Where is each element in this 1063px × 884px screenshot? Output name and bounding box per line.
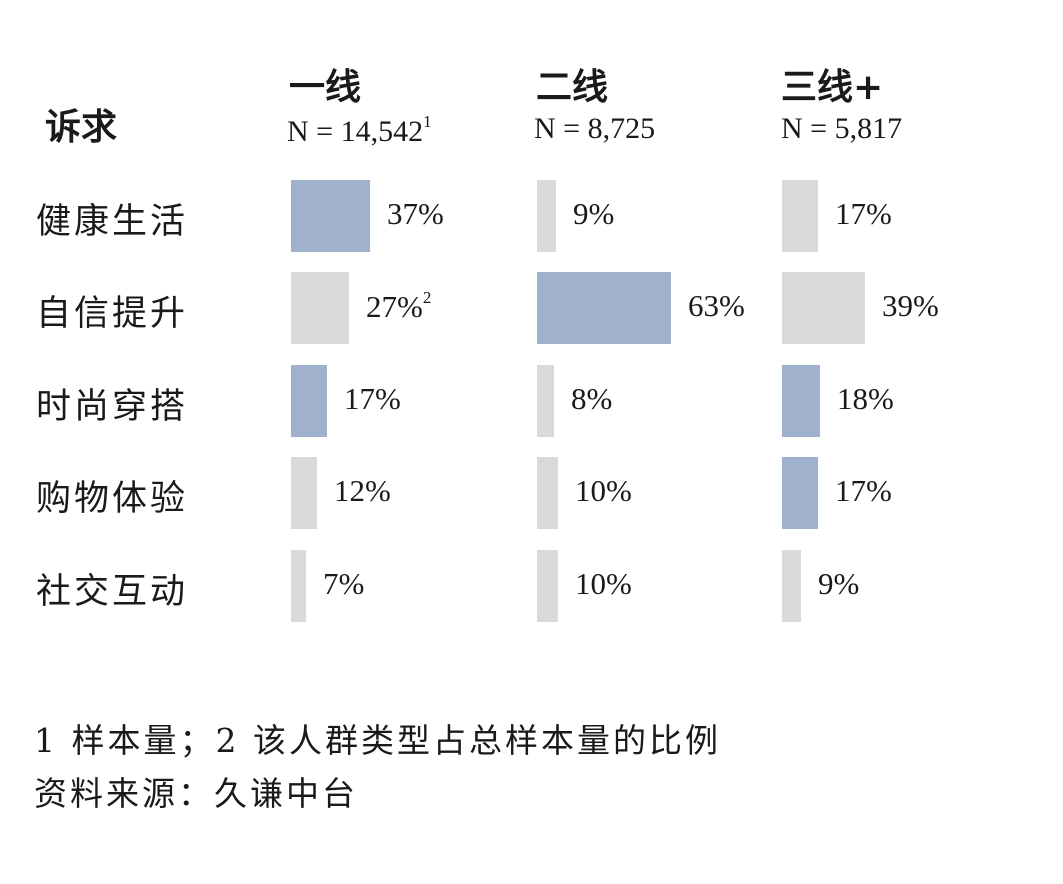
bar-value-label: 17%	[835, 473, 892, 508]
bar-value-label: 27%2	[366, 288, 432, 324]
sample-size-tier1: N = 14,5421	[287, 112, 432, 149]
bar	[291, 180, 370, 252]
bar	[782, 365, 820, 437]
bar	[782, 180, 818, 252]
column-title-tier1: 一线	[289, 67, 362, 108]
bar-value-label: 17%	[344, 381, 401, 416]
bar	[537, 180, 556, 252]
bar-value-label: 18%	[837, 381, 894, 416]
sample-size-tier1-footnote-mark: 1	[423, 112, 432, 131]
bar-value-label: 9%	[573, 196, 615, 231]
sample-size-tier2-text: N = 8,725	[534, 112, 656, 145]
bar	[291, 365, 327, 437]
footnote-mark: 2	[422, 288, 432, 307]
sample-size-tier3-text: N = 5,817	[781, 112, 903, 145]
category-label: 社交互动	[36, 572, 189, 612]
bar-value-label: 63%	[688, 288, 745, 323]
column-title-tier3: 三线+	[781, 67, 884, 108]
bar-value-label: 7%	[323, 566, 365, 601]
bar-value-label: 9%	[818, 566, 860, 601]
bar	[291, 550, 306, 622]
bar	[537, 457, 558, 529]
bar-value-label: 39%	[882, 288, 939, 323]
bar-value-label: 8%	[571, 381, 613, 416]
footnote-text: 1 样本量；2 该人群类型占总样本量的比例	[34, 721, 721, 760]
bar-value-label: 17%	[835, 196, 892, 231]
bar	[782, 550, 801, 622]
category-label: 时尚穿搭	[36, 387, 189, 427]
sample-size-tier2: N = 8,725	[534, 112, 655, 146]
bar	[537, 365, 554, 437]
bar	[537, 550, 558, 622]
row-header: 诉求	[45, 107, 118, 148]
bar-value-label: 12%	[334, 473, 391, 508]
bar	[537, 272, 671, 344]
bar-value-label: 10%	[575, 473, 632, 508]
source-text: 资料来源：久谦中台	[34, 774, 358, 813]
column-title-tier2: 二线	[536, 67, 609, 108]
bar	[782, 457, 818, 529]
category-label: 购物体验	[36, 479, 189, 519]
bar-value-label: 10%	[575, 566, 632, 601]
bar	[291, 457, 317, 529]
category-label: 自信提升	[36, 294, 189, 334]
category-label: 健康生活	[36, 202, 189, 242]
bar	[782, 272, 865, 344]
sample-size-tier3: N = 5,817	[781, 112, 902, 146]
sample-size-tier1-text: N = 14,542	[287, 115, 424, 148]
bar-value-label: 37%	[387, 196, 444, 231]
bar	[291, 272, 349, 344]
